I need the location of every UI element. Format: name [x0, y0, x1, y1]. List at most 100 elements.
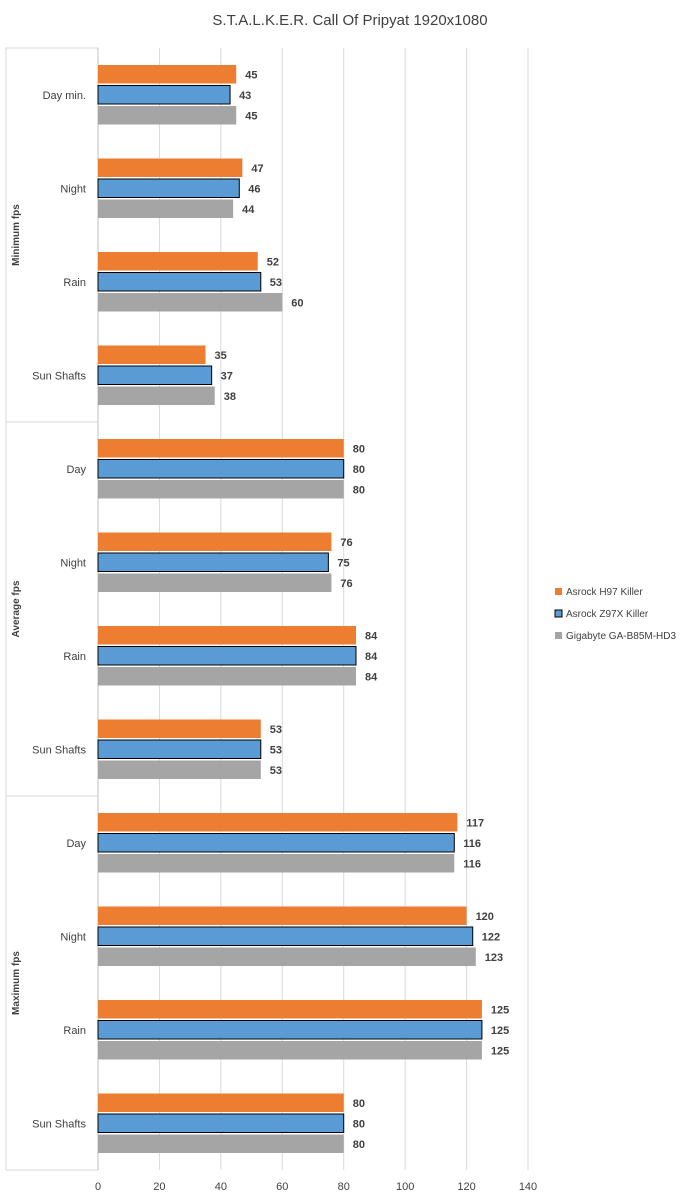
category-label: Sun Shafts	[32, 1118, 86, 1130]
category-label: Night	[60, 557, 86, 569]
data-label: 80	[353, 464, 365, 476]
bar-asrock-h97-killer	[98, 532, 332, 551]
data-label: 52	[267, 256, 279, 268]
data-label: 117	[466, 817, 484, 829]
bar-asrock-z97x-killer	[97, 552, 329, 572]
category-label: Rain	[63, 651, 86, 663]
category-label: Sun Shafts	[32, 370, 86, 382]
data-label: 84	[365, 651, 378, 663]
category-label: Rain	[63, 1025, 86, 1037]
x-tick-label: 40	[215, 1181, 227, 1193]
group-label: Maximum fps	[11, 951, 22, 1015]
bar-gigabyte-ga-b85m-hd3	[98, 854, 455, 873]
legend-swatch	[555, 588, 562, 595]
data-label: 47	[251, 163, 263, 175]
bar-asrock-z97x-killer	[97, 459, 345, 479]
data-label: 38	[224, 391, 236, 403]
data-label: 80	[353, 443, 365, 455]
x-tick-label: 100	[396, 1181, 414, 1193]
data-label: 120	[476, 911, 494, 923]
data-label: 122	[482, 931, 500, 943]
legend-swatch	[554, 609, 563, 618]
bar-gigabyte-ga-b85m-hd3	[98, 199, 234, 218]
category-label: Rain	[63, 277, 86, 289]
data-label: 84	[365, 671, 378, 683]
data-label: 60	[291, 297, 303, 309]
bar-asrock-h97-killer	[98, 719, 261, 738]
data-label: 80	[353, 1118, 365, 1130]
data-label: 123	[485, 952, 503, 964]
bar-gigabyte-ga-b85m-hd3	[98, 573, 332, 592]
bar-asrock-h97-killer	[98, 439, 344, 458]
bar-asrock-h97-killer	[98, 626, 356, 645]
bar-asrock-h97-killer	[98, 345, 206, 364]
bar-gigabyte-ga-b85m-hd3	[98, 667, 356, 686]
x-tick-label: 60	[276, 1181, 288, 1193]
bar-gigabyte-ga-b85m-hd3	[98, 947, 476, 966]
data-label: 46	[248, 183, 260, 195]
category-label: Day	[66, 464, 86, 476]
bar-asrock-z97x-killer	[97, 833, 455, 853]
data-label: 125	[491, 1004, 509, 1016]
bar-asrock-z97x-killer	[97, 1113, 345, 1133]
data-label: 76	[340, 537, 352, 549]
data-label: 116	[463, 838, 481, 850]
data-label: 80	[353, 484, 365, 496]
data-label: 116	[463, 858, 481, 870]
bar-gigabyte-ga-b85m-hd3	[98, 106, 237, 125]
bar-asrock-h97-killer	[98, 252, 258, 271]
bar-gigabyte-ga-b85m-hd3	[98, 1041, 482, 1060]
x-tick-label: 0	[95, 1181, 101, 1193]
legend-label: Asrock H97 Killer	[566, 587, 643, 598]
x-tick-label: 80	[338, 1181, 350, 1193]
data-label: 84	[365, 630, 378, 642]
bar-asrock-h97-killer	[98, 1000, 482, 1019]
chart-title: S.T.A.L.K.E.R. Call Of Pripyat 1920x1080	[212, 12, 488, 29]
data-label: 45	[245, 110, 257, 122]
data-label: 125	[491, 1025, 509, 1037]
bar-asrock-z97x-killer	[97, 85, 231, 105]
bar-asrock-z97x-killer	[97, 926, 474, 946]
category-label: Day min.	[43, 90, 86, 102]
data-label: 53	[270, 724, 282, 736]
data-label: 75	[337, 557, 349, 569]
bar-asrock-h97-killer	[98, 1093, 344, 1112]
data-label: 45	[245, 69, 257, 81]
data-label: 44	[242, 204, 255, 216]
category-label: Night	[60, 931, 86, 943]
bar-gigabyte-ga-b85m-hd3	[98, 760, 261, 779]
x-tick-label: 120	[457, 1181, 475, 1193]
data-label: 35	[215, 350, 227, 362]
data-label: 37	[221, 370, 233, 382]
data-label: 80	[353, 1139, 365, 1151]
bar-asrock-h97-killer	[98, 65, 237, 84]
bar-asrock-z97x-killer	[97, 365, 213, 385]
bar-asrock-h97-killer	[98, 813, 458, 832]
x-tick-label: 20	[153, 1181, 165, 1193]
bar-gigabyte-ga-b85m-hd3	[98, 1134, 344, 1153]
bar-gigabyte-ga-b85m-hd3	[98, 480, 344, 499]
category-label: Day	[66, 838, 86, 850]
bar-asrock-z97x-killer	[97, 739, 262, 759]
bar-asrock-z97x-killer	[97, 272, 262, 292]
bar-asrock-z97x-killer	[97, 646, 357, 666]
data-label: 53	[270, 744, 282, 756]
category-label: Night	[60, 183, 86, 195]
data-label: 53	[270, 277, 282, 289]
legend-swatch	[555, 632, 562, 639]
bar-asrock-z97x-killer	[97, 178, 240, 198]
data-label: 43	[239, 90, 251, 102]
category-label: Sun Shafts	[32, 744, 86, 756]
bar-asrock-z97x-killer	[97, 1020, 483, 1040]
group-label: Minimum fps	[11, 204, 22, 266]
x-tick-label: 140	[519, 1181, 537, 1193]
bar-gigabyte-ga-b85m-hd3	[98, 293, 283, 312]
bar-gigabyte-ga-b85m-hd3	[98, 386, 215, 405]
data-label: 125	[491, 1045, 509, 1057]
bar-asrock-h97-killer	[98, 158, 243, 177]
data-label: 76	[340, 578, 352, 590]
data-label: 80	[353, 1098, 365, 1110]
bar-asrock-h97-killer	[98, 906, 467, 925]
